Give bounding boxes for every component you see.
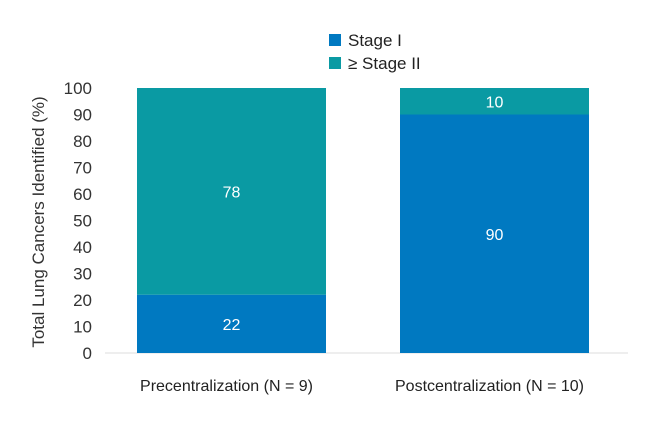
legend-label: ≥ Stage II [348,54,421,73]
legend-swatch [329,57,341,69]
y-tick-label: 60 [73,185,92,204]
x-category-label: Postcentralization (N = 10) [395,378,584,395]
y-axis-ticks: 0 10 20 30 40 50 60 70 80 90 100 [64,79,92,363]
x-category-label: Precentralization (N = 9) [140,378,313,395]
y-tick-label: 70 [73,159,92,178]
y-tick-label: 10 [73,318,92,337]
bar-value-label: 22 [223,317,241,334]
y-tick-label: 30 [73,265,92,284]
legend-label: Stage I [348,31,402,50]
bar-segment [137,294,326,353]
y-tick-label: 100 [64,79,92,98]
y-tick-label: 0 [83,344,92,363]
y-axis-label: Total Lung Cancers Identified (%) [29,96,48,347]
bar-value-label: 10 [486,94,504,111]
x-axis-categories: Precentralization (N = 9) Postcentralizat… [140,378,584,395]
bars: 22 78 90 10 [137,88,589,353]
y-tick-label: 80 [73,132,92,151]
bar-value-label: 90 [486,227,504,244]
bar-segment [400,88,589,115]
y-tick-label: 20 [73,291,92,310]
y-tick-label: 50 [73,212,92,231]
bar-segment [137,88,326,295]
bar-segment [400,114,589,353]
legend-swatch [329,34,341,46]
y-tick-label: 40 [73,238,92,257]
legend: Stage I ≥ Stage II [329,31,421,73]
bar-value-label: 78 [223,184,241,201]
y-tick-label: 90 [73,106,92,125]
